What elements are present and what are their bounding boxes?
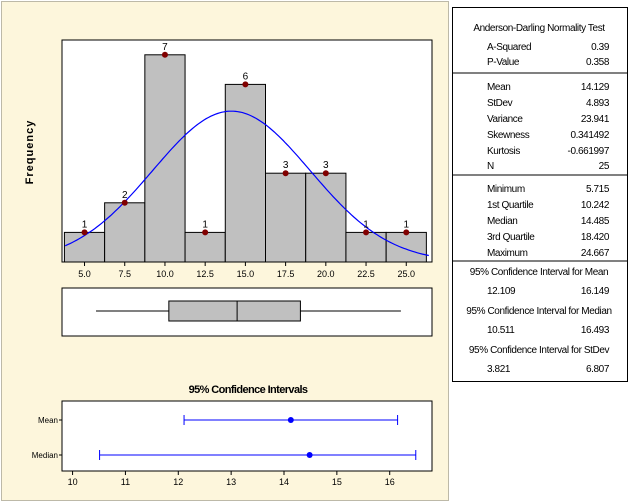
histogram-bar (184, 231, 226, 263)
stat-label-q3: 3rd Quartile (487, 232, 535, 243)
ci-stdev-upper: 6.807 (586, 364, 610, 375)
stat-value-maximum: 24.667 (581, 248, 610, 259)
ci-chart-title: 95% Confidence Intervals (189, 384, 308, 396)
histogram-point (121, 199, 128, 206)
ci-x-tick-label: 13 (226, 477, 236, 487)
x-tick-label: 12.5 (196, 269, 214, 279)
x-tick-label: 22.5 (357, 269, 375, 279)
histogram-bar (144, 54, 186, 263)
bar-count-label: 6 (243, 71, 249, 82)
stats-panel (452, 7, 628, 382)
ci-mean-upper: 16.149 (581, 286, 610, 297)
y-axis-label: Frequency (24, 120, 36, 185)
stat-value-median: 14.485 (581, 216, 610, 227)
histogram-point (202, 229, 209, 236)
ci-point-estimate (287, 417, 294, 423)
ci-median-lower: 10.511 (487, 325, 515, 336)
ci-x-tick-label: 10 (68, 477, 78, 487)
ci-median-heading: 95% Confidence Interval for Median (466, 306, 611, 317)
bar-count-label: 2 (122, 190, 128, 201)
histogram-bar (63, 231, 106, 263)
x-tick-label: 15.0 (237, 269, 255, 279)
bar-count-label: 3 (283, 160, 289, 171)
ci-category-label: Median (32, 451, 58, 460)
ci-stdev-lower: 3.821 (487, 364, 511, 375)
histogram-point (403, 229, 410, 236)
ci-mean-heading: 95% Confidence Interval for Mean (470, 267, 608, 278)
ci-stdev-heading: 95% Confidence Interval for StDev (469, 345, 610, 356)
ci-mean-lower: 12.109 (487, 286, 516, 297)
stat-label-p-value: P-Value (487, 57, 520, 68)
bar-count-label: 7 (162, 42, 168, 53)
bar-count-label: 1 (202, 219, 208, 230)
stat-value-minimum: 5.715 (586, 184, 610, 195)
normality-test-title: Anderson-Darling Normality Test (473, 23, 605, 34)
histogram-bar (265, 172, 307, 263)
stat-label-maximum: Maximum (487, 248, 528, 259)
ci-median-upper: 16.493 (581, 325, 610, 336)
stat-label-kurtosis: Kurtosis (487, 146, 520, 157)
stat-label-q1: 1st Quartile (487, 200, 534, 211)
stat-value-mean: 14.129 (581, 82, 610, 93)
x-tick-label: 7.5 (118, 269, 131, 279)
ci-x-tick-label: 15 (332, 477, 342, 487)
stat-label-stdev: StDev (487, 98, 513, 109)
stat-label-variance: Variance (487, 114, 523, 125)
ci-plot-frame (61, 400, 433, 472)
stat-value-n: 25 (599, 161, 610, 172)
histogram-point (322, 170, 329, 177)
histogram-point (161, 51, 168, 58)
histogram-bar (104, 202, 146, 263)
x-tick-label: 10.0 (156, 269, 174, 279)
stat-label-minimum: Minimum (487, 184, 525, 195)
histogram-point (282, 170, 289, 177)
stat-value-p-value: 0.358 (586, 57, 610, 68)
x-tick-label: 25.0 (397, 269, 415, 279)
histogram-point (363, 229, 370, 236)
histogram-point (242, 81, 249, 88)
histogram-point (81, 229, 88, 236)
stat-label-a-squared: A-Squared (487, 42, 531, 53)
boxplot-box (168, 300, 301, 322)
stat-value-variance: 23.941 (581, 114, 610, 125)
stat-label-mean: Mean (487, 82, 510, 93)
ci-x-tick-label: 12 (173, 477, 183, 487)
x-tick-label: 20.0 (317, 269, 335, 279)
stat-label-n: N (487, 161, 494, 172)
x-tick-label: 5.0 (78, 269, 91, 279)
bar-count-label: 1 (363, 219, 369, 230)
stat-value-q1: 10.242 (581, 200, 610, 211)
ci-x-tick-label: 14 (279, 477, 289, 487)
stat-value-q3: 18.420 (581, 232, 610, 243)
stat-value-skewness: 0.341492 (570, 130, 609, 141)
bar-count-label: 1 (82, 219, 88, 230)
stat-value-stdev: 4.893 (586, 98, 610, 109)
ci-x-tick-label: 16 (385, 477, 395, 487)
stat-value-a-squared: 0.39 (591, 42, 610, 53)
histogram-bar (385, 231, 427, 263)
ci-x-tick-label: 11 (121, 477, 130, 487)
ci-category-label: Mean (38, 416, 58, 425)
bar-count-label: 1 (403, 219, 409, 230)
bar-count-label: 3 (323, 160, 329, 171)
stat-label-median: Median (487, 216, 517, 227)
histogram-bar (305, 172, 347, 263)
stat-value-kurtosis: -0.661997 (568, 146, 610, 157)
stat-label-skewness: Skewness (487, 130, 530, 141)
ci-point-estimate (306, 452, 313, 458)
x-tick-label: 17.5 (277, 269, 295, 279)
